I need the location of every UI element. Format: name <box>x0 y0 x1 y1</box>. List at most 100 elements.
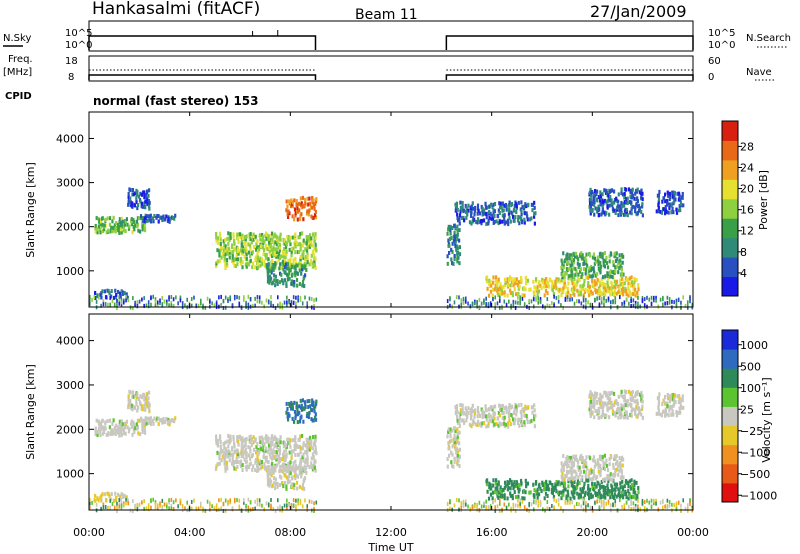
velocity-ylabel: Slant Range [km] <box>24 364 37 460</box>
power-cell <box>599 270 602 275</box>
velocity-cell <box>505 505 508 510</box>
velocity-cell <box>110 491 113 496</box>
velocity-cell <box>256 502 259 507</box>
velocity-cell <box>294 476 297 481</box>
power-cell <box>498 298 501 303</box>
velocity-cell <box>581 474 584 479</box>
velocity-cell <box>453 459 456 464</box>
velocity-cell <box>657 399 661 404</box>
velocity-cell <box>101 425 104 430</box>
velocity-cell <box>640 397 643 402</box>
power-cell <box>589 204 593 209</box>
power-cell <box>612 260 615 265</box>
power-cell <box>493 220 496 225</box>
power-cell <box>150 302 152 307</box>
velocity-cell <box>606 492 610 497</box>
velocity-cell <box>618 456 621 461</box>
power-cell <box>544 288 548 293</box>
power-cell <box>617 199 620 204</box>
velocity-cell <box>526 416 529 421</box>
velocity-cell <box>258 449 261 454</box>
power-cell <box>94 223 97 228</box>
power-cell <box>273 278 276 283</box>
power-cell <box>678 204 681 209</box>
velocity-cell <box>620 410 623 415</box>
velocity-cell <box>230 452 233 457</box>
velocity-cell <box>478 500 481 505</box>
velocity-cell <box>508 502 510 507</box>
velocity-cell <box>130 424 134 429</box>
velocity-cell <box>588 471 591 476</box>
power-cell <box>566 256 569 261</box>
velocity-colorbar-tick-label: −100 <box>740 446 770 459</box>
power-cell <box>279 254 283 259</box>
power-cell <box>489 202 493 207</box>
velocity-cell <box>303 400 307 405</box>
velocity-cell <box>291 416 294 421</box>
velocity-cell <box>246 464 249 469</box>
power-cell <box>151 216 154 221</box>
freq-panel-frame <box>88 55 694 82</box>
velocity-cell <box>289 403 292 408</box>
velocity-cell <box>195 506 198 511</box>
power-cell <box>476 211 479 216</box>
velocity-cell <box>588 393 591 398</box>
power-cell <box>264 255 268 260</box>
power-cell <box>118 299 121 304</box>
velocity-cell <box>637 490 640 495</box>
power-cell <box>299 247 302 252</box>
velocity-cell <box>306 441 309 446</box>
velocity-cell <box>602 492 605 497</box>
velocity-cell <box>604 491 608 496</box>
velocity-cell <box>233 466 236 471</box>
velocity-cell <box>546 500 549 505</box>
power-cell <box>509 288 512 293</box>
power-cell <box>566 252 569 257</box>
velocity-cell <box>199 501 202 506</box>
velocity-cell <box>533 417 536 422</box>
power-cell <box>125 217 129 222</box>
velocity-cell <box>310 456 313 461</box>
velocity-cell <box>271 440 274 445</box>
power-cell <box>569 263 572 268</box>
velocity-cell <box>620 413 623 418</box>
velocity-cell <box>312 455 315 460</box>
power-cell <box>499 201 502 206</box>
power-cell <box>571 289 574 294</box>
velocity-cell <box>132 394 135 399</box>
power-cell <box>668 197 671 202</box>
power-cell <box>628 276 631 281</box>
power-cell <box>458 295 460 300</box>
power-cell <box>292 258 295 263</box>
power-cell <box>224 252 227 257</box>
velocity-cell <box>617 472 620 477</box>
power-cell <box>186 297 188 302</box>
power-cell <box>161 218 164 223</box>
velocity-cell <box>240 440 244 445</box>
velocity-cell <box>260 460 264 465</box>
power-cell <box>493 201 497 206</box>
power-cell <box>173 216 176 221</box>
velocity-cell <box>465 418 468 423</box>
velocity-cell <box>589 456 592 461</box>
velocity-cell <box>257 468 260 473</box>
power-cell <box>610 198 613 203</box>
power-cell <box>532 304 535 309</box>
velocity-cell <box>458 447 462 452</box>
velocity-cell <box>274 486 277 491</box>
power-cell <box>549 278 552 283</box>
power-cell <box>140 192 144 197</box>
power-cell <box>456 250 460 255</box>
velocity-cell <box>236 435 239 440</box>
power-cell <box>118 220 121 225</box>
velocity-cell <box>615 401 618 406</box>
velocity-cell <box>492 405 495 410</box>
power-cell <box>608 270 611 275</box>
velocity-cell <box>584 464 588 469</box>
velocity-cell <box>523 505 526 510</box>
power-cell <box>587 275 590 280</box>
power-cell <box>216 236 219 241</box>
power-cell <box>228 255 231 260</box>
power-cell <box>517 300 519 305</box>
power-cell <box>294 244 297 249</box>
